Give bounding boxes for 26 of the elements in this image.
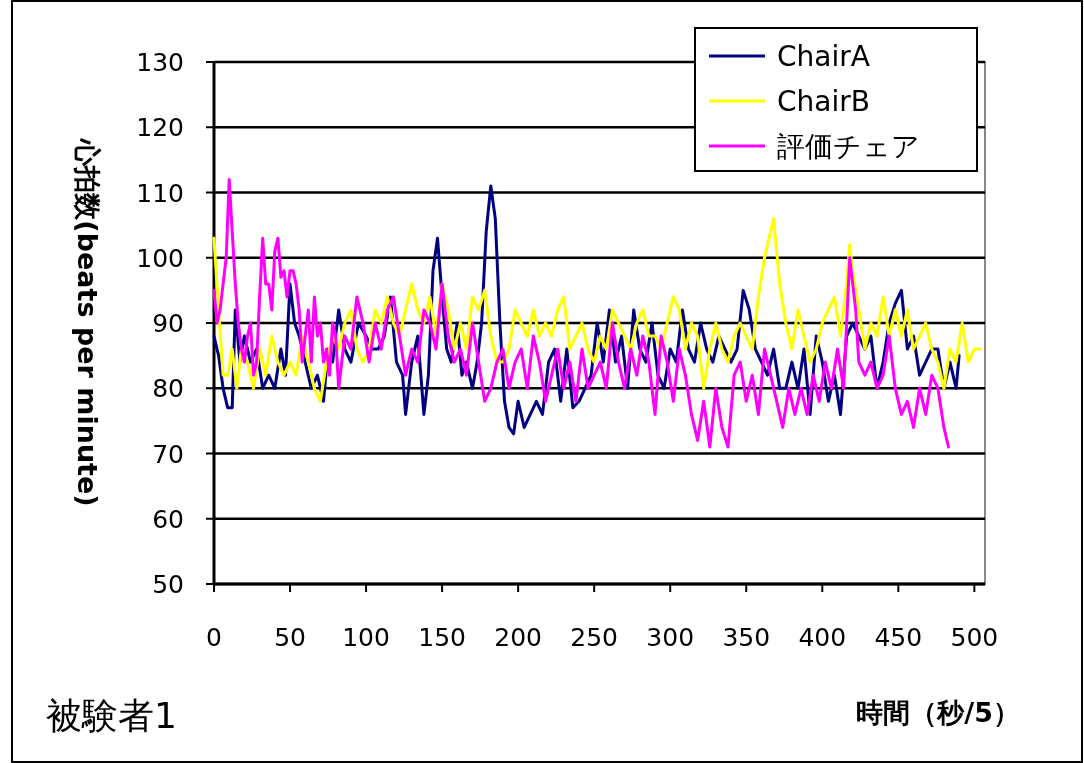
y-tick-label: 70 [152, 439, 184, 469]
y-tick-label: 100 [136, 243, 184, 273]
x-tick-label: 50 [274, 623, 306, 652]
legend-label: 評価チェア [777, 130, 920, 163]
y-tick-label: 50 [152, 570, 184, 599]
x-axis-title: 時間（秒/5） [856, 697, 1020, 728]
x-tick-label: 100 [342, 623, 390, 652]
x-tick-label: 350 [722, 623, 771, 652]
y-tick-label: 60 [152, 504, 184, 534]
y-tick-label: 120 [136, 113, 184, 143]
legend-label: ChairA [777, 40, 870, 73]
y-tick-label: 90 [152, 309, 184, 338]
x-tick-label: 400 [798, 623, 847, 652]
x-tick-label: 150 [418, 623, 466, 652]
legend-label: ChairB [777, 85, 870, 118]
x-tick-label: 200 [494, 623, 542, 652]
x-tick-label: 450 [874, 623, 923, 652]
y-tick-label: 80 [152, 374, 184, 404]
y-axis-title: 心拍数(beats per minute) [72, 137, 103, 507]
text: 被験者1 [46, 695, 177, 736]
y-tick-label: 130 [136, 48, 184, 77]
x-tick-label: 250 [570, 623, 619, 652]
y-tick-label: 110 [136, 178, 184, 208]
x-tick-label: 500 [950, 623, 999, 652]
x-tick-label: 300 [646, 623, 695, 652]
x-tick-label: 0 [206, 623, 222, 652]
